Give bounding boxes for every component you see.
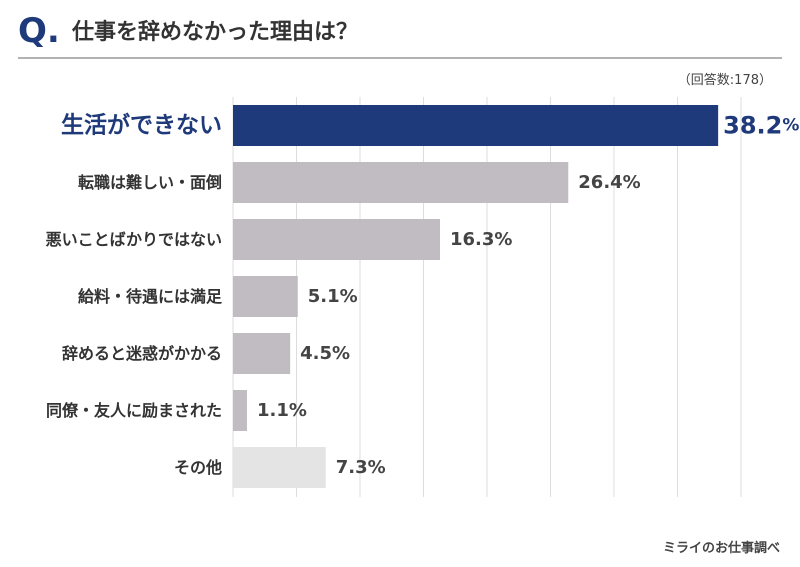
category-label: 生活ができない bbox=[61, 112, 222, 139]
bar bbox=[233, 162, 569, 203]
source-footer: ミライのお仕事調べ bbox=[663, 540, 780, 556]
category-label: 辞めると迷惑がかかる bbox=[62, 344, 222, 363]
category-label: 同僚・友人に励まされた bbox=[46, 401, 222, 420]
value-label: 38.2% bbox=[723, 112, 799, 140]
value-label: 16.3% bbox=[450, 229, 512, 250]
value-unit: % bbox=[782, 116, 799, 136]
bars: 生活ができない 38.2% 転職は難しい・面倒 26.4% 悪いことばかりではない 16.… bbox=[46, 105, 799, 488]
bar bbox=[233, 105, 719, 146]
value-label: 1.1% bbox=[257, 400, 307, 421]
chart-title: 仕事を辞めなかった理由は？ bbox=[71, 19, 358, 45]
category-label: その他 bbox=[174, 458, 222, 477]
value-label: 7.3% bbox=[336, 457, 386, 478]
bar bbox=[233, 219, 441, 260]
q-mark: Q. bbox=[18, 11, 60, 51]
bar bbox=[233, 276, 298, 317]
category-label: 悪いことばかりではない bbox=[46, 230, 222, 249]
value-label: 4.5% bbox=[300, 343, 350, 364]
value-number: 38.2 bbox=[723, 112, 782, 140]
bar bbox=[233, 333, 291, 374]
category-label: 給料・待遇には満足 bbox=[78, 287, 223, 306]
value-label: 5.1% bbox=[308, 286, 358, 307]
category-label: 転職は難しい・面倒 bbox=[78, 173, 222, 192]
value-label: 26.4% bbox=[578, 172, 640, 193]
bar bbox=[233, 390, 247, 431]
response-count-note: （回答数:178） bbox=[678, 72, 772, 88]
bar bbox=[233, 447, 326, 488]
